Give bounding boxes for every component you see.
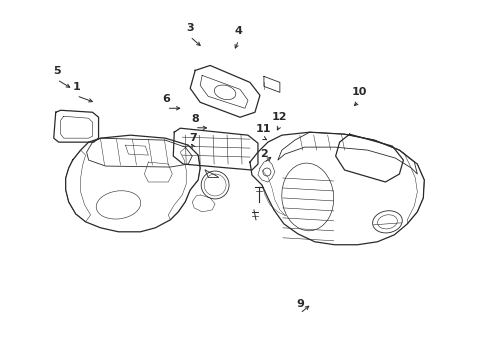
Text: 10: 10: [350, 87, 366, 97]
Text: 6: 6: [163, 94, 170, 104]
Text: 2: 2: [260, 149, 267, 159]
Text: 1: 1: [72, 82, 80, 92]
Text: 4: 4: [234, 26, 242, 36]
Text: 11: 11: [255, 124, 270, 134]
Text: 7: 7: [189, 133, 197, 143]
Text: 3: 3: [186, 23, 193, 32]
Text: 9: 9: [296, 300, 304, 309]
Text: 8: 8: [190, 114, 198, 123]
Text: 5: 5: [53, 66, 61, 76]
Text: 12: 12: [271, 112, 287, 122]
